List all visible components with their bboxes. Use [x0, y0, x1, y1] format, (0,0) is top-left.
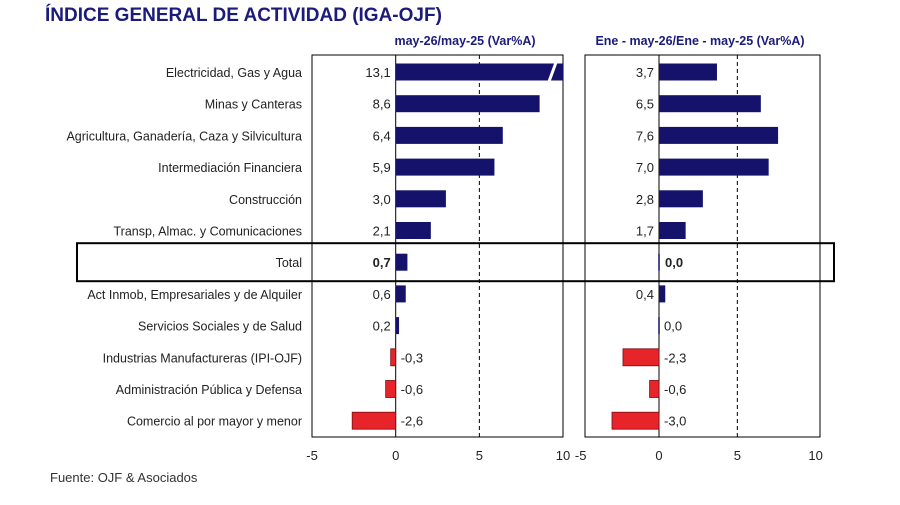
data-label: 6,4 [373, 128, 391, 143]
bar [395, 190, 446, 208]
bar [611, 411, 660, 430]
category-label: Construcción [229, 193, 302, 207]
category-label: Servicios Sociales y de Salud [138, 320, 302, 334]
data-label: 0,0 [664, 319, 682, 334]
bar [395, 63, 563, 81]
data-label: 0,2 [373, 319, 391, 334]
bar [659, 190, 703, 208]
bar [622, 348, 660, 367]
x-tick-label: 5 [734, 448, 741, 463]
category-label: Administración Pública y Defensa [116, 383, 302, 397]
bar [649, 380, 660, 398]
bar [659, 126, 779, 144]
bar [659, 95, 761, 113]
x-tick-label: 10 [808, 448, 822, 463]
bar [659, 63, 717, 81]
total-highlight-box [76, 242, 835, 283]
bar [659, 285, 666, 303]
bar [390, 348, 397, 367]
category-label: Electricidad, Gas y Agua [166, 66, 302, 80]
data-label: 0,4 [636, 287, 654, 302]
data-label: 2,1 [373, 224, 391, 239]
data-label: -0,6 [401, 382, 423, 397]
data-label: -0,6 [664, 382, 686, 397]
bar [395, 317, 400, 335]
data-label: 0,7 [373, 255, 391, 270]
bar [351, 411, 397, 430]
data-label: 7,6 [636, 128, 654, 143]
x-tick-label: 0 [655, 448, 662, 463]
data-label: -0,3 [401, 350, 423, 365]
bar [395, 95, 540, 113]
category-label: Minas y Canteras [205, 98, 302, 112]
bar [395, 158, 495, 176]
data-label: -2,6 [401, 414, 423, 429]
bar [395, 253, 408, 271]
category-label: Transp, Almac. y Comunicaciones [113, 225, 302, 239]
data-label: 3,7 [636, 65, 654, 80]
data-label: 8,6 [373, 97, 391, 112]
data-label: -3,0 [664, 414, 686, 429]
category-label: Intermediación Financiera [158, 161, 302, 175]
data-label: 2,8 [636, 192, 654, 207]
data-label: -2,3 [664, 350, 686, 365]
x-tick-label: -5 [306, 448, 318, 463]
category-label: Industrias Manufactureras (IPI-OJF) [103, 351, 302, 365]
plot-frame-2 [584, 54, 821, 438]
bar [658, 317, 660, 335]
bar [385, 380, 397, 398]
data-label: 13,1 [365, 65, 390, 80]
bar [659, 158, 769, 176]
bar [395, 126, 503, 144]
category-label: Total [276, 256, 302, 270]
data-label: 6,5 [636, 97, 654, 112]
category-label: Agricultura, Ganadería, Caza y Silvicult… [66, 129, 302, 143]
data-label: 0,0 [665, 255, 683, 270]
data-label: 5,9 [373, 160, 391, 175]
category-label: Comercio al por mayor y menor [127, 415, 302, 429]
bar [659, 222, 686, 239]
series-header-2: Ene - may-26/Ene - may-25 (Var%A) [595, 34, 804, 48]
data-label: 1,7 [636, 224, 654, 239]
bar [395, 222, 431, 239]
chart-title: ÍNDICE GENERAL DE ACTIVIDAD (IGA-OJF) [45, 5, 442, 26]
data-label: 3,0 [373, 192, 391, 207]
bar [658, 253, 660, 271]
x-tick-label: 10 [556, 448, 570, 463]
plot-frame-1 [311, 54, 564, 438]
category-label: Act Inmob, Empresariales y de Alquiler [87, 288, 302, 302]
source-note: Fuente: OJF & Asociados [50, 470, 198, 485]
data-label: 7,0 [636, 160, 654, 175]
bar [395, 285, 406, 303]
x-tick-label: -5 [575, 448, 587, 463]
x-tick-label: 0 [392, 448, 399, 463]
bar-break-marker [547, 61, 558, 83]
x-tick-label: 5 [476, 448, 483, 463]
data-label: 0,6 [373, 287, 391, 302]
series-header-1: may-26/may-25 (Var%A) [394, 34, 535, 48]
